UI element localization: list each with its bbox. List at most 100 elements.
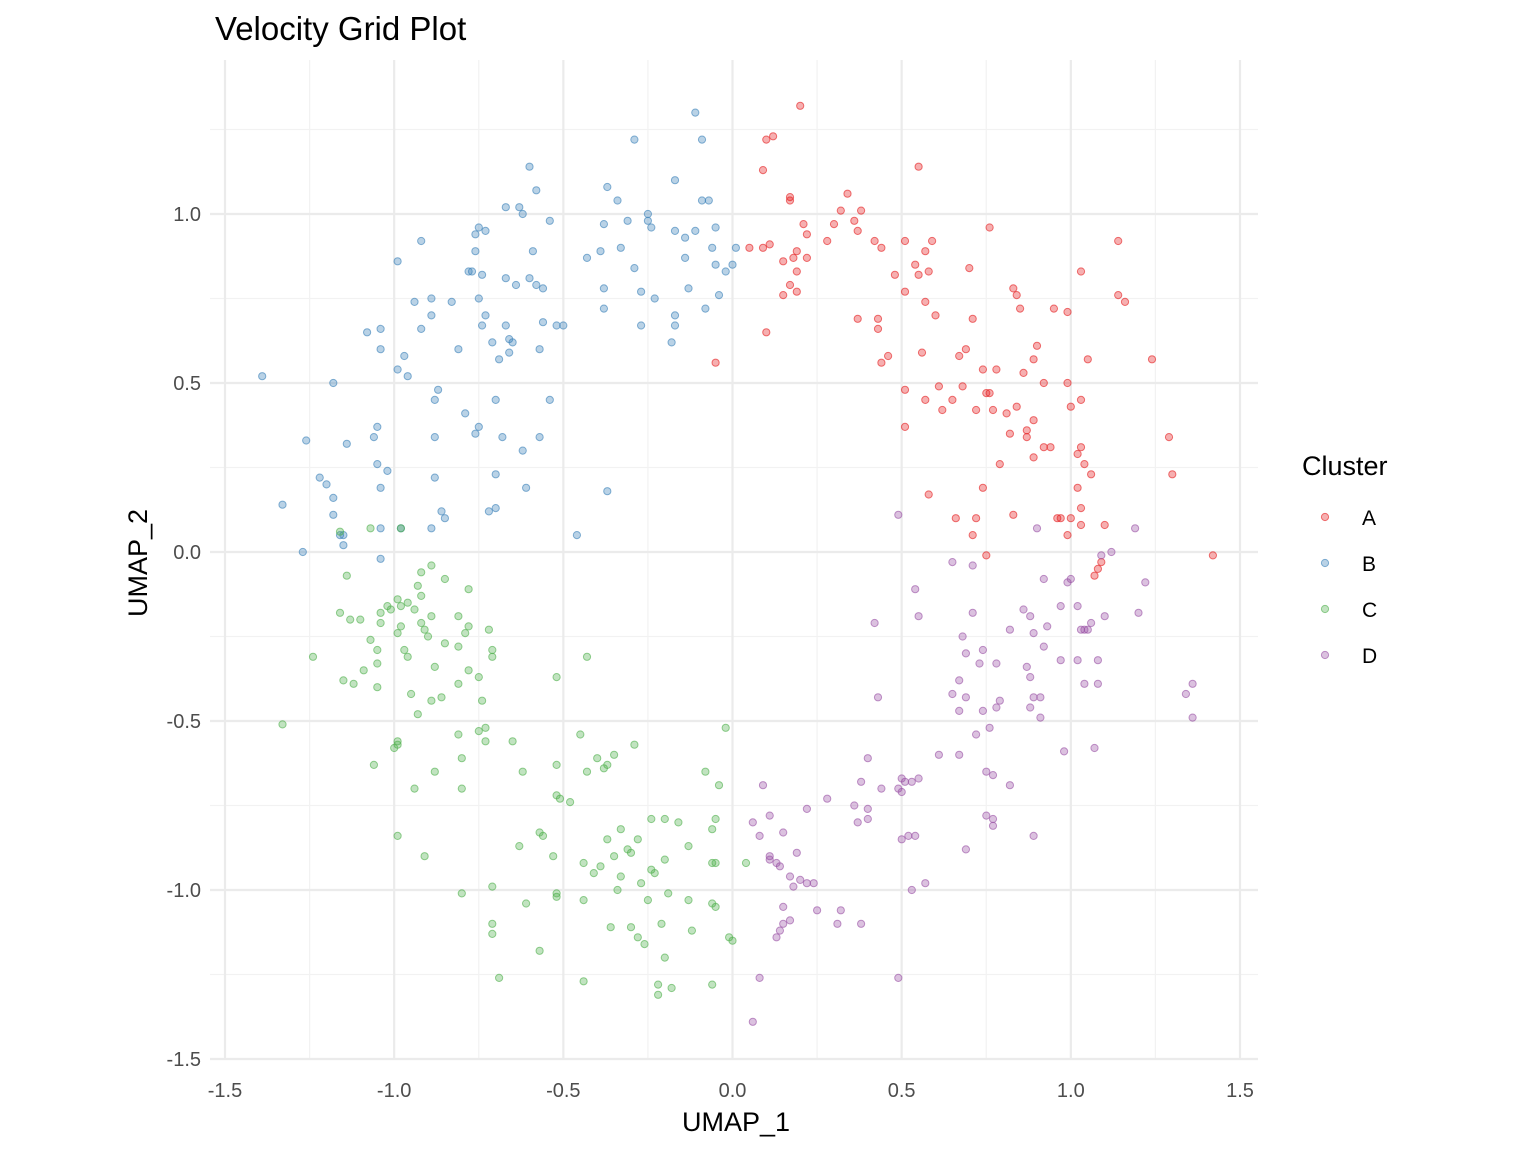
data-point [955,351,964,361]
data-point [1134,608,1143,617]
data-point [1022,662,1031,672]
data-point [532,186,541,195]
data-point [1060,747,1069,756]
data-point [654,980,663,989]
legend-item-D: D [1320,645,1377,668]
data-point [538,284,548,293]
data-point [369,433,378,442]
data-point [965,264,974,273]
data-point [467,267,477,276]
data-point [779,291,788,300]
data-point [921,879,930,888]
data-point [900,236,910,246]
data-point [772,933,781,942]
data-point [900,385,910,394]
data-point [403,652,412,661]
legend-label: C [1362,599,1377,622]
data-point [708,899,717,908]
data-point [647,223,656,232]
data-point [691,108,700,117]
data-point [917,348,927,357]
data-point [511,280,521,290]
data-point [335,527,345,536]
data-point [992,703,1001,712]
data-point [873,324,883,333]
data-point [369,760,378,770]
data-point [396,622,405,631]
data-point [721,723,730,732]
data-point [1188,679,1197,688]
data-point [843,189,852,198]
data-point [613,196,622,205]
legend-item-A: A [1320,507,1376,530]
data-point [1097,551,1106,560]
data-point [779,828,788,837]
data-point [877,358,886,367]
x-axis-ticks: -1.5 -1.0 -0.5 0.0 0.5 1.0 1.5 [208,1080,1254,1102]
data-point [921,395,930,404]
data-point [478,321,487,330]
x-tick-label: 0.0 [719,1080,747,1102]
data-point [1012,402,1021,411]
data-point [758,781,768,790]
data-point [363,328,372,337]
data-point [785,916,795,925]
data-point [559,321,568,330]
data-point [545,395,554,404]
data-point [430,473,439,482]
x-tick-label: -1.5 [208,1080,242,1102]
data-point [481,723,490,732]
data-point [329,510,338,519]
data-points [258,101,1218,1026]
data-point [373,460,382,469]
data-point [1164,433,1174,442]
data-point [582,253,592,262]
data-point [755,831,764,841]
data-point [853,226,862,235]
data-point [745,243,754,252]
data-point [505,348,514,357]
data-point [613,885,622,895]
data-point [430,662,439,672]
legend-item-C: C [1320,599,1377,622]
data-point [339,541,348,550]
data-point [650,869,659,878]
data-point [988,821,998,830]
data-point [454,612,463,621]
data-point [911,831,920,841]
data-point [863,754,872,763]
data-point [802,230,812,239]
data-point [701,767,710,776]
data-point [900,777,910,786]
data-point [1120,297,1130,306]
data-point [457,754,466,763]
data-point [599,764,609,773]
data-point [606,923,615,932]
data-point [813,906,822,915]
data-point [1141,578,1150,587]
data-point [498,433,507,442]
data-point [535,433,544,442]
data-point [697,196,707,205]
data-point [863,814,872,824]
data-point [481,311,490,320]
data-point [785,193,795,202]
data-point [1032,524,1042,533]
data-point [637,321,646,330]
data-point [789,882,798,891]
data-point [464,622,473,631]
data-point [474,673,483,682]
data-point [850,216,859,225]
data-point [366,524,375,533]
data-point [491,504,500,513]
data-point [545,216,554,225]
data-point [474,223,483,232]
data-point [1019,368,1028,377]
data-point [897,787,906,797]
data-point [958,632,967,641]
data-point [616,243,625,252]
data-point [708,243,717,252]
data-point [792,287,801,296]
data-point [992,659,1001,668]
data-point [393,365,402,374]
